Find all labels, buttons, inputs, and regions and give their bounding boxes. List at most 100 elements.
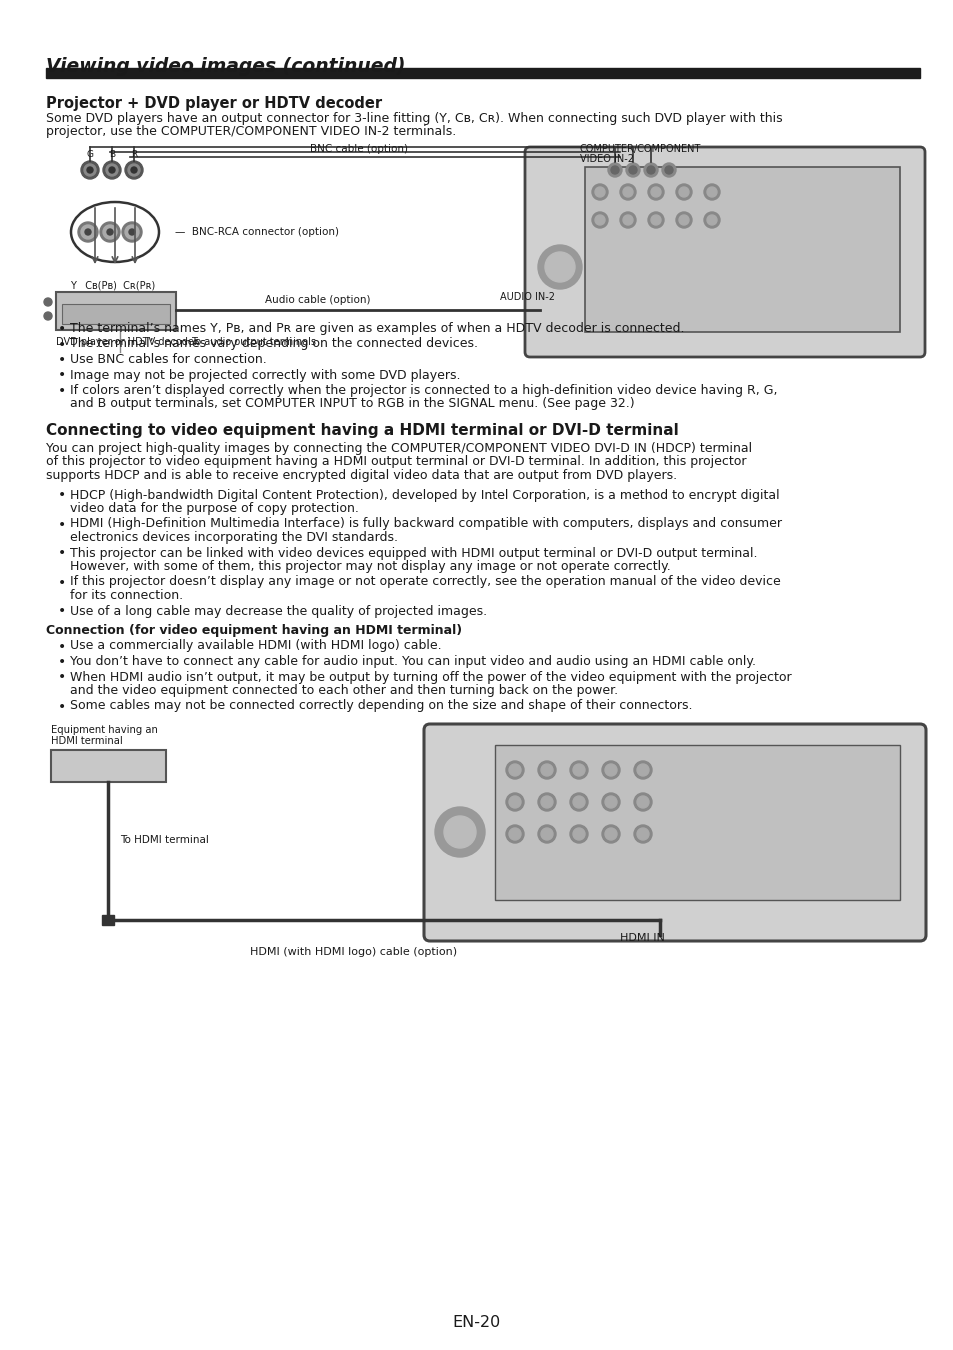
Circle shape: [634, 792, 651, 811]
Text: •: •: [58, 369, 66, 382]
Circle shape: [509, 764, 520, 776]
Text: •: •: [58, 383, 66, 398]
Circle shape: [509, 828, 520, 840]
Text: HDMI (with HDMI logo) cable (option): HDMI (with HDMI logo) cable (option): [250, 946, 456, 957]
Text: EN-20: EN-20: [453, 1315, 500, 1330]
Text: HDMI IN: HDMI IN: [619, 933, 664, 944]
Circle shape: [647, 212, 663, 228]
Circle shape: [125, 161, 143, 180]
Circle shape: [676, 184, 691, 200]
Circle shape: [539, 305, 550, 315]
Text: supports HDCP and is able to receive encrypted digital video data that are outpu: supports HDCP and is able to receive enc…: [46, 468, 677, 482]
Circle shape: [131, 167, 137, 173]
Text: •: •: [58, 655, 66, 670]
Circle shape: [601, 825, 619, 842]
Circle shape: [81, 161, 99, 180]
Text: Connecting to video equipment having a HDMI terminal or DVI-D terminal: Connecting to video equipment having a H…: [46, 423, 678, 437]
Text: Connection (for video equipment having an HDMI terminal): Connection (for video equipment having a…: [46, 624, 461, 637]
Text: of this projector to video equipment having a HDMI output terminal or DVI-D term: of this projector to video equipment hav…: [46, 455, 745, 468]
Circle shape: [637, 796, 648, 809]
Circle shape: [592, 212, 607, 228]
Text: Y   Cʙ(Pʙ)  Cʀ(Pʀ): Y Cʙ(Pʙ) Cʀ(Pʀ): [70, 279, 155, 290]
Circle shape: [537, 244, 581, 289]
Circle shape: [537, 825, 556, 842]
Text: To HDMI terminal: To HDMI terminal: [120, 836, 209, 845]
Bar: [584, 167, 899, 332]
Circle shape: [100, 221, 120, 242]
Text: Viewing video images (continued): Viewing video images (continued): [46, 57, 405, 76]
Bar: [495, 745, 899, 900]
Text: AUDIO IN-2: AUDIO IN-2: [499, 292, 555, 302]
Text: You can project high-quality images by connecting the COMPUTER/COMPONENT VIDEO D: You can project high-quality images by c…: [46, 441, 751, 455]
Text: Use a commercially available HDMI (with HDMI logo) cable.: Use a commercially available HDMI (with …: [70, 640, 441, 652]
Text: for its connection.: for its connection.: [70, 589, 183, 602]
Text: Projector + DVD player or HDTV decoder: Projector + DVD player or HDTV decoder: [46, 96, 382, 111]
FancyBboxPatch shape: [423, 724, 925, 941]
Text: •: •: [58, 338, 66, 351]
Text: If this projector doesn’t display any image or not operate correctly, see the op: If this projector doesn’t display any im…: [70, 575, 780, 589]
Circle shape: [610, 166, 618, 174]
Text: COMPUTER/COMPONENT: COMPUTER/COMPONENT: [579, 144, 700, 154]
Circle shape: [622, 188, 633, 197]
Circle shape: [129, 230, 135, 235]
Circle shape: [679, 215, 688, 225]
Text: video data for the purpose of copy protection.: video data for the purpose of copy prote…: [70, 502, 358, 514]
Circle shape: [706, 215, 717, 225]
Circle shape: [573, 828, 584, 840]
Text: Some DVD players have an output connector for 3-line fitting (Y, Cʙ, Cʀ). When c: Some DVD players have an output connecto…: [46, 112, 781, 126]
Circle shape: [569, 825, 587, 842]
Text: •: •: [58, 323, 66, 336]
Circle shape: [604, 764, 617, 776]
Circle shape: [505, 792, 523, 811]
Circle shape: [637, 828, 648, 840]
Text: However, with some of them, this projector may not display any image or not oper: However, with some of them, this project…: [70, 560, 670, 572]
FancyBboxPatch shape: [524, 147, 924, 356]
Circle shape: [505, 825, 523, 842]
Circle shape: [84, 163, 96, 176]
Circle shape: [569, 792, 587, 811]
Text: G: G: [87, 150, 94, 159]
Circle shape: [650, 215, 660, 225]
Text: —  BNC-RCA connector (option): — BNC-RCA connector (option): [174, 227, 338, 238]
Text: •: •: [58, 489, 66, 502]
Circle shape: [435, 807, 484, 857]
Circle shape: [601, 761, 619, 779]
Circle shape: [107, 230, 112, 235]
Text: Some cables may not be connected correctly depending on the size and shape of th: Some cables may not be connected correct…: [70, 699, 692, 713]
Circle shape: [540, 828, 553, 840]
Bar: [62, 304, 170, 324]
Circle shape: [634, 761, 651, 779]
Text: Use of a long cable may decrease the quality of projected images.: Use of a long cable may decrease the qua…: [70, 605, 487, 617]
Text: •: •: [58, 671, 66, 684]
Circle shape: [81, 225, 95, 239]
Circle shape: [537, 792, 556, 811]
Circle shape: [604, 796, 617, 809]
Text: Equipment having an: Equipment having an: [51, 725, 157, 734]
Circle shape: [595, 188, 604, 197]
Text: When HDMI audio isn’t output, it may be output by turning off the power of the v: When HDMI audio isn’t output, it may be …: [70, 671, 791, 683]
Text: This projector can be linked with video devices equipped with HDMI output termin: This projector can be linked with video …: [70, 547, 757, 559]
Circle shape: [122, 221, 142, 242]
Circle shape: [622, 215, 633, 225]
Circle shape: [44, 312, 52, 320]
Circle shape: [646, 166, 655, 174]
Text: •: •: [58, 547, 66, 560]
Text: HDCP (High-bandwidth Digital Content Protection), developed by Intel Corporation: HDCP (High-bandwidth Digital Content Pro…: [70, 489, 779, 501]
Circle shape: [125, 225, 139, 239]
Circle shape: [637, 764, 648, 776]
Text: If colors aren’t displayed correctly when the projector is connected to a high-d: If colors aren’t displayed correctly whe…: [70, 383, 777, 397]
Circle shape: [103, 161, 121, 180]
Text: VIDEO IN-2: VIDEO IN-2: [579, 154, 634, 163]
Circle shape: [647, 184, 663, 200]
Circle shape: [595, 215, 604, 225]
Text: and the video equipment connected to each other and then turning back on the pow: and the video equipment connected to eac…: [70, 684, 618, 697]
Bar: [102, 915, 113, 925]
Text: DVD player or HDTV decoder: DVD player or HDTV decoder: [56, 338, 197, 347]
Circle shape: [706, 188, 717, 197]
Text: •: •: [58, 517, 66, 532]
Circle shape: [505, 761, 523, 779]
Text: The terminal’s names Y, Pʙ, and Pʀ are given as examples of when a HDTV decoder : The terminal’s names Y, Pʙ, and Pʀ are g…: [70, 323, 684, 335]
Circle shape: [537, 761, 556, 779]
Circle shape: [103, 225, 117, 239]
Text: HDMI (High-Definition Multimedia Interface) is fully backward compatible with co: HDMI (High-Definition Multimedia Interfa…: [70, 517, 781, 531]
